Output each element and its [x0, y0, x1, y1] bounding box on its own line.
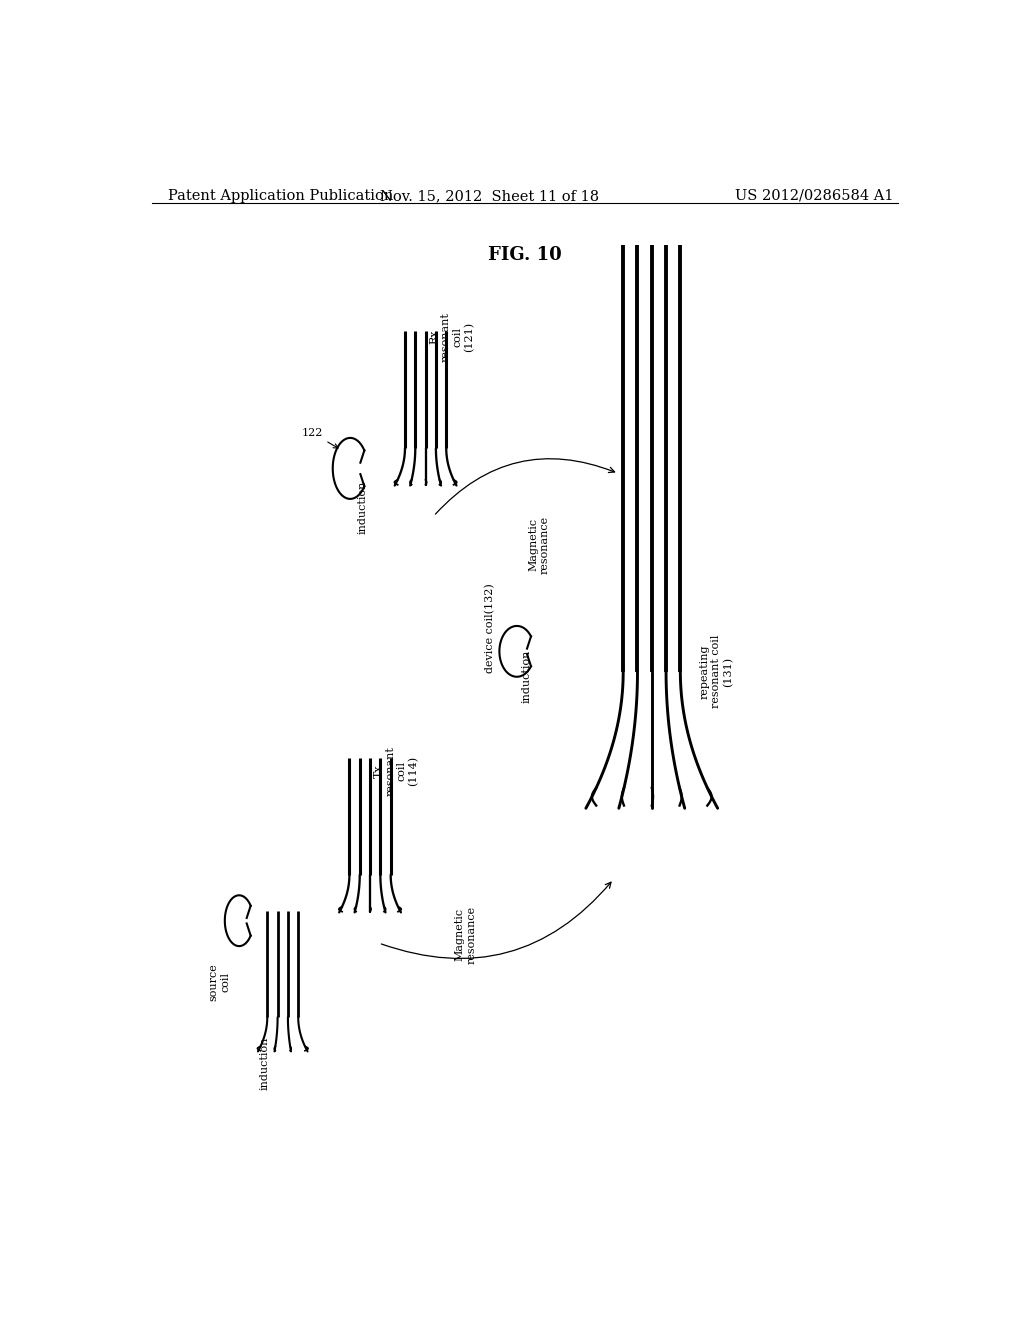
Text: 122: 122 — [301, 428, 338, 447]
Text: FIG. 10: FIG. 10 — [487, 246, 562, 264]
Text: US 2012/0286584 A1: US 2012/0286584 A1 — [735, 189, 894, 203]
Text: induction: induction — [259, 1036, 269, 1090]
Text: Magnetic
resonance: Magnetic resonance — [528, 516, 550, 574]
Text: Magnetic
resonance: Magnetic resonance — [455, 906, 476, 964]
Text: repeating
resonant coil
(131): repeating resonant coil (131) — [699, 635, 733, 709]
Text: Nov. 15, 2012  Sheet 11 of 18: Nov. 15, 2012 Sheet 11 of 18 — [380, 189, 599, 203]
Text: Tx
resonant
coil
(114): Tx resonant coil (114) — [374, 746, 419, 796]
Text: induction: induction — [521, 649, 531, 704]
Text: device coil(132): device coil(132) — [484, 583, 495, 673]
Text: induction: induction — [358, 480, 368, 533]
Text: Rx
resonant
coil
(121): Rx resonant coil (121) — [429, 312, 474, 362]
Text: Patent Application Publication: Patent Application Publication — [168, 189, 393, 203]
Text: source
coil: source coil — [209, 962, 230, 1001]
